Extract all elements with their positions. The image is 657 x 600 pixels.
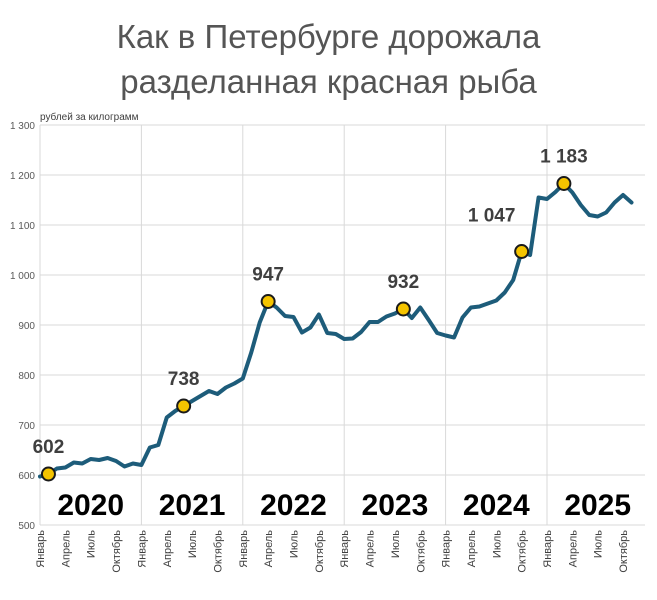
highlight-marker xyxy=(514,244,530,259)
y-tick-label: 1 100 xyxy=(10,221,35,232)
x-tick-label: Апрель xyxy=(466,530,478,568)
x-tick-label: Апрель xyxy=(60,530,72,568)
data-label: 947 xyxy=(252,265,284,286)
x-tick-label: Июль xyxy=(86,530,98,558)
year-label-2023: 2023 xyxy=(362,489,429,522)
x-tick-label: Июль xyxy=(390,530,402,558)
x-tick-label: Июль xyxy=(289,530,301,558)
x-tick-label: Январь xyxy=(238,530,250,568)
year-label-2024: 2024 xyxy=(463,489,530,522)
y-tick-label: 1 000 xyxy=(10,271,35,282)
highlight-marker xyxy=(176,398,192,414)
x-tick-label: Октябрь xyxy=(618,530,630,573)
highlight-marker xyxy=(395,301,411,317)
series-line-red-fish-price xyxy=(38,181,634,479)
chart-title-line-2: разделанная красная рыба xyxy=(120,63,537,100)
chart-title-line-1: Как в Петербурге дорожала xyxy=(116,18,541,55)
x-tick-label: Октябрь xyxy=(415,530,427,573)
x-tick-label: Январь xyxy=(441,530,453,568)
x-tick-label: Октябрь xyxy=(212,530,224,573)
data-label: 1 047 xyxy=(468,206,516,227)
data-label: 738 xyxy=(168,369,200,390)
x-tick-label: Январь xyxy=(136,530,148,568)
x-tick-label: Октябрь xyxy=(111,530,123,573)
year-label-2022: 2022 xyxy=(260,489,327,522)
year-label-2021: 2021 xyxy=(159,489,226,522)
data-label: 1 183 xyxy=(540,147,588,168)
year-label-2020: 2020 xyxy=(57,489,124,522)
year-label-2025: 2025 xyxy=(564,489,631,522)
x-tick-label: Апрель xyxy=(263,530,275,568)
y-tick-label: 1 200 xyxy=(10,171,35,182)
y-tick-label: 600 xyxy=(18,471,35,482)
x-tick-label: Апрель xyxy=(365,530,377,568)
x-tick-label: Октябрь xyxy=(314,530,326,573)
x-tick-label: Апрель xyxy=(567,530,579,568)
x-tick-label: Июль xyxy=(187,530,199,558)
x-tick-label: Январь xyxy=(339,530,351,568)
y-tick-label: 500 xyxy=(18,521,35,532)
x-tick-label: Июль xyxy=(491,530,503,558)
x-tick-label: Июль xyxy=(593,530,605,558)
highlight-marker xyxy=(40,466,56,482)
data-label: 932 xyxy=(387,272,419,293)
y-tick-label: 700 xyxy=(18,421,35,432)
x-tick-label: Апрель xyxy=(162,530,174,568)
y-axis-label: рублей за килограмм xyxy=(40,111,139,123)
data-label: 602 xyxy=(33,437,65,458)
x-tick-label: Октябрь xyxy=(517,530,529,573)
y-tick-label: 800 xyxy=(18,371,35,382)
highlight-marker xyxy=(556,176,572,191)
x-tick-label: Январь xyxy=(35,530,47,568)
y-tick-label: 900 xyxy=(18,321,35,332)
x-tick-label: Январь xyxy=(542,530,554,568)
highlight-marker xyxy=(260,294,276,309)
y-tick-label: 1 300 xyxy=(10,121,35,132)
